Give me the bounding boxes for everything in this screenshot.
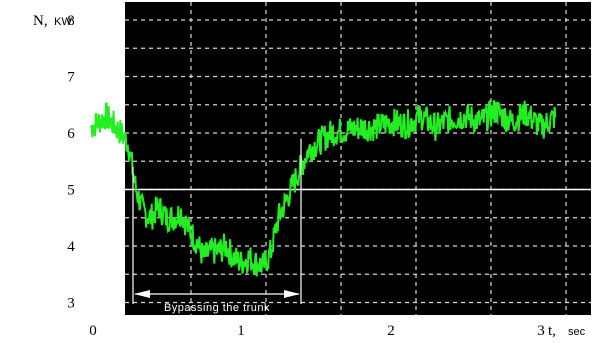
x-tick-labels: 1 2 3 [237,323,545,339]
x-tick-label: 3 [537,323,545,339]
plot-area [125,2,591,315]
series-line [90,99,557,277]
y-tick-label: 8 [67,13,75,29]
x-tick-label: 1 [237,323,245,339]
annotation: Bypassing the trunk [132,138,302,314]
y-axis-label: N, [33,13,48,29]
x-axis-unit: sec [568,326,586,338]
x-origin-label: 0 [89,323,97,339]
x-tick-label: 2 [387,323,395,339]
y-tick-label: 4 [67,239,75,255]
y-tick-label: 6 [67,126,75,142]
y-tick-label: 5 [67,183,75,199]
y-tick-label: 7 [67,70,75,86]
arrowhead-left [134,290,150,299]
annotation-text: Bypassing the trunk [164,302,270,314]
y-tick-label: 3 [67,296,75,312]
arrowhead-right [284,290,300,299]
y-axis-unit: KW [54,16,72,28]
x-axis-label: t, [548,323,556,339]
y-tick-labels: 3 4 5 6 7 8 [67,13,75,312]
